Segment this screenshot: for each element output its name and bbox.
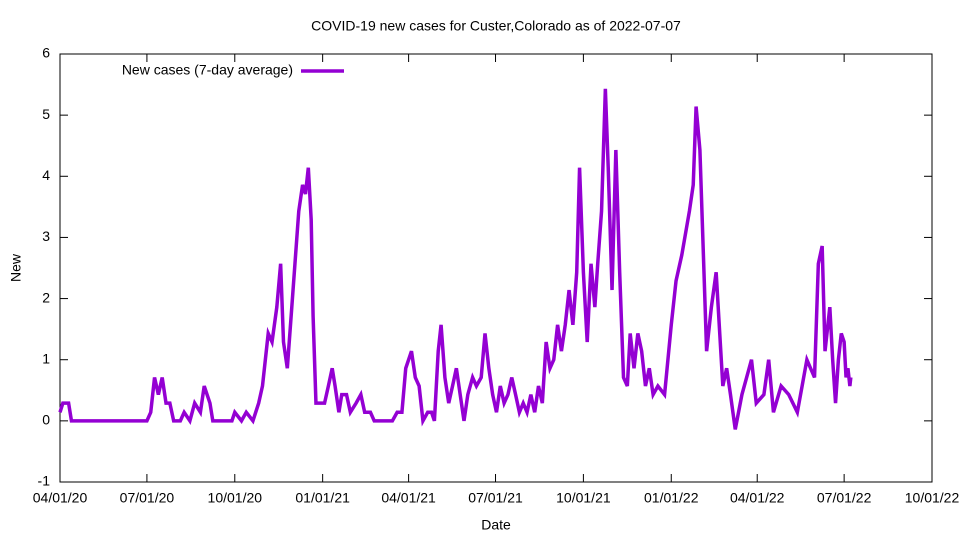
x-tick-label: 07/01/21 xyxy=(468,490,523,506)
y-tick-label: 3 xyxy=(42,228,50,244)
y-tick-label: 2 xyxy=(42,289,50,305)
y-tick-label: 1 xyxy=(42,350,50,366)
x-tick-label: 07/01/20 xyxy=(120,490,175,506)
x-tick-label: 04/01/22 xyxy=(730,490,785,506)
x-tick-label: 04/01/20 xyxy=(33,490,88,506)
x-tick-label: 07/01/22 xyxy=(817,490,872,506)
x-tick-label: 10/01/20 xyxy=(208,490,263,506)
x-tick-label: 01/01/21 xyxy=(295,490,350,506)
x-tick-label: 10/01/22 xyxy=(905,490,960,506)
x-tick-label: 01/01/22 xyxy=(644,490,699,506)
y-axis-label: New xyxy=(8,253,24,282)
y-tick-label: -1 xyxy=(38,473,51,489)
legend-label: New cases (7-day average) xyxy=(122,62,293,78)
y-tick-label: 4 xyxy=(42,167,50,183)
x-tick-label: 10/01/21 xyxy=(556,490,611,506)
y-tick-label: 5 xyxy=(42,106,50,122)
y-tick-label: 0 xyxy=(42,412,50,428)
x-tick-label: 04/01/21 xyxy=(381,490,436,506)
x-axis-label: Date xyxy=(481,517,511,533)
chart-title: COVID-19 new cases for Custer,Colorado a… xyxy=(311,18,681,34)
y-tick-label: 6 xyxy=(42,45,50,61)
data-line xyxy=(58,88,853,430)
